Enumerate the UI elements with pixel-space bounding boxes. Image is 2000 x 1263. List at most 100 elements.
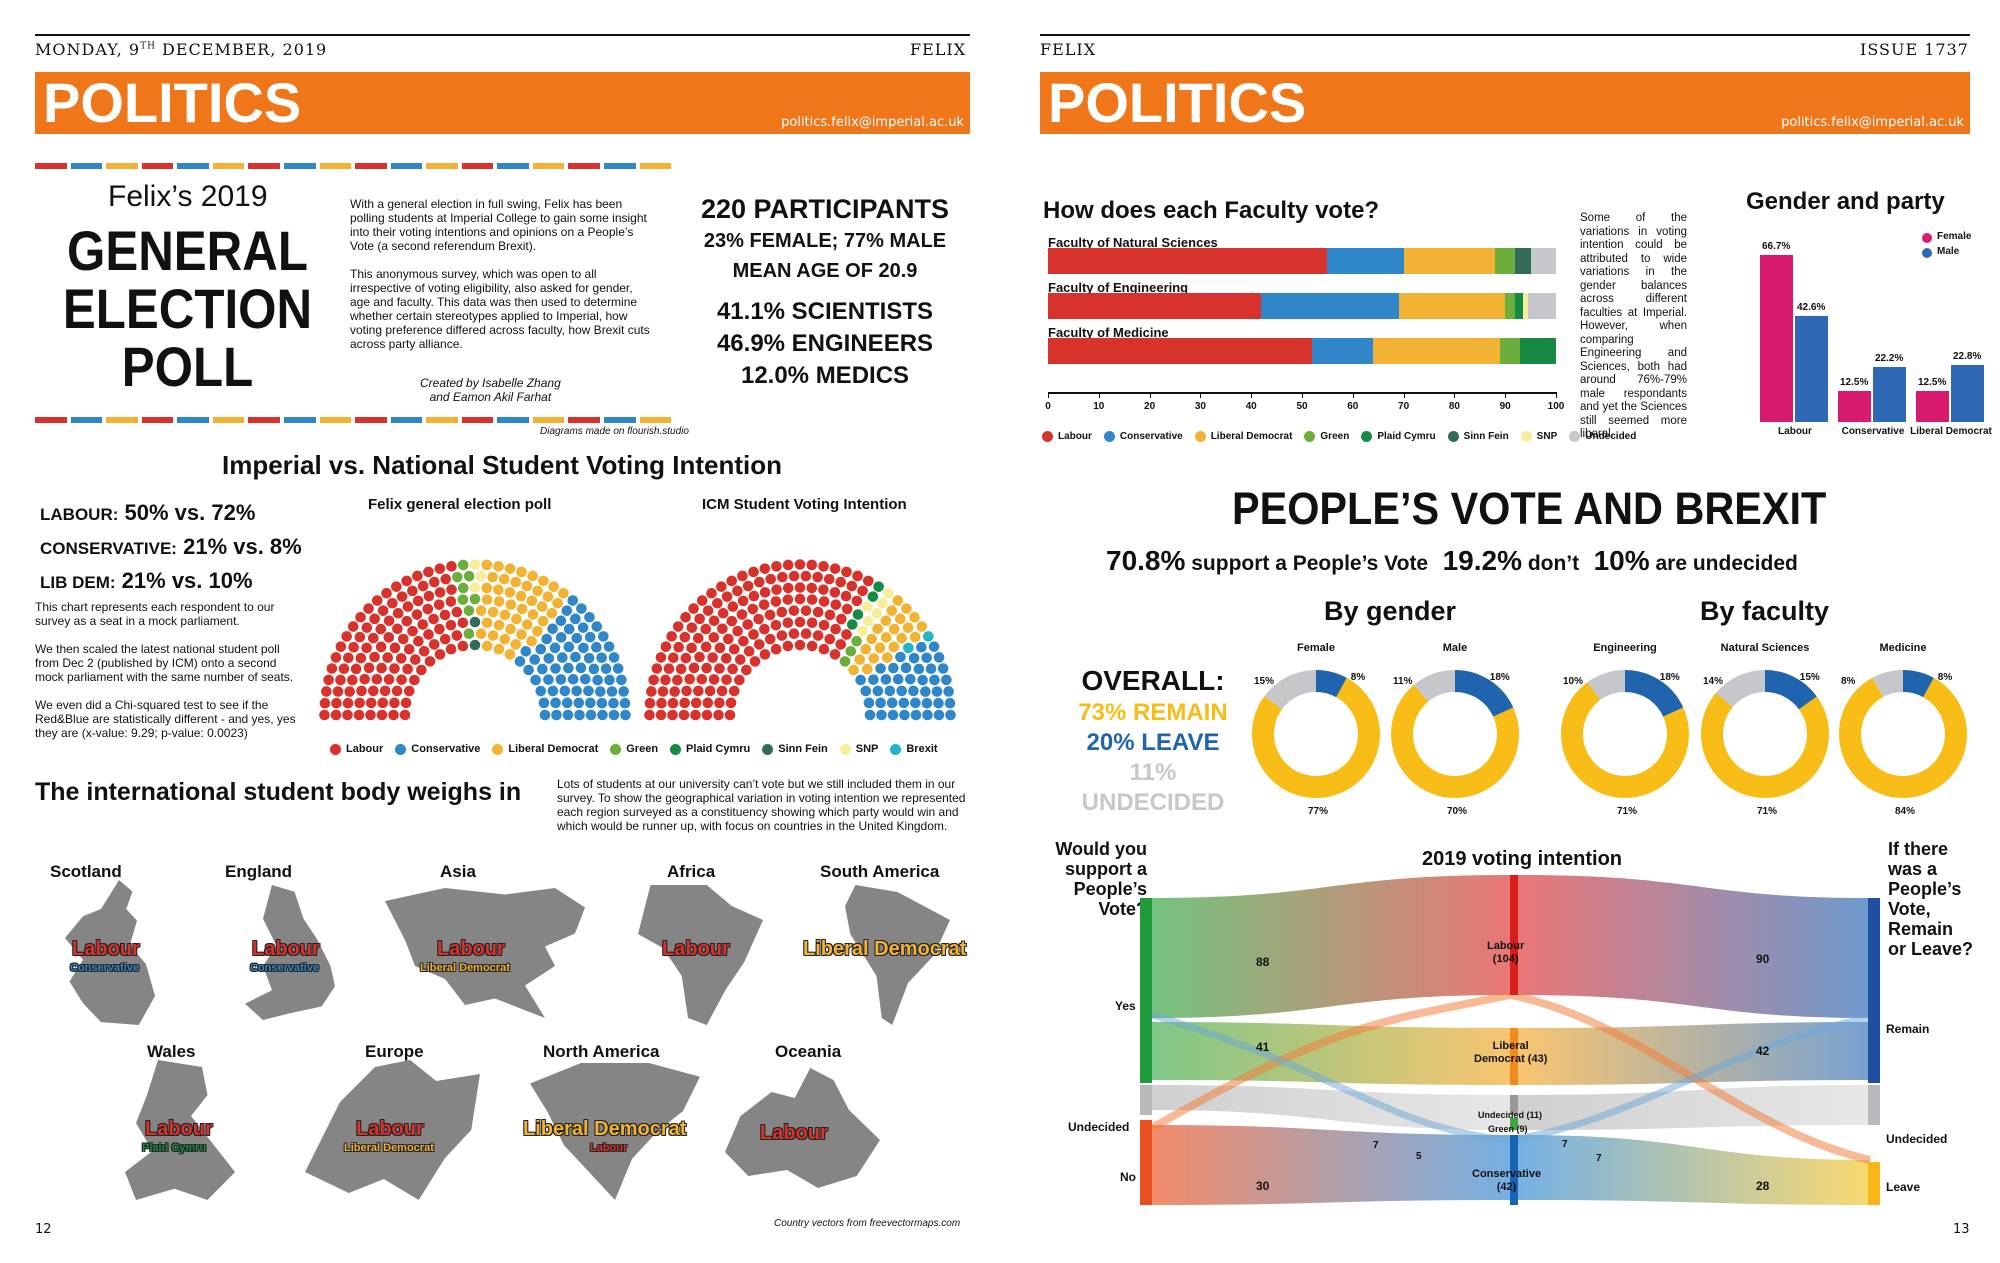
gender-bar-male	[1951, 365, 1984, 422]
seat-labour	[806, 594, 818, 605]
seat-labour	[354, 697, 365, 709]
seat-labour	[776, 606, 788, 618]
seat-conservative	[574, 709, 585, 721]
right-politics-banner: POLITICS politics.felix@imperial.ac.uk	[1040, 72, 1970, 134]
seat-conservative	[576, 603, 587, 614]
wales-runner-up: Plaid Cymru	[142, 1142, 207, 1154]
region-oceania-name: Oceania	[775, 1042, 842, 1061]
seat-labour	[678, 709, 690, 721]
left-running-head-date: MONDAY, 9TH DECEMBER, 2019	[35, 40, 328, 59]
seat-conservative	[557, 652, 568, 663]
stripe-segment	[141, 163, 174, 169]
undecided-text: are undecided	[1649, 552, 1798, 575]
seat-labour	[836, 613, 847, 625]
seat-labour	[782, 559, 794, 571]
seat-conservative	[925, 663, 937, 674]
stripe-segment	[497, 163, 529, 169]
stripe-segment	[70, 417, 103, 423]
seat-labour	[344, 686, 355, 697]
seat-labour	[694, 613, 705, 625]
legend-label: Undecided	[1585, 431, 1637, 442]
seat-conservative	[606, 686, 618, 697]
seat-labour	[412, 570, 423, 582]
stripe-segment	[141, 417, 174, 423]
seat-labour	[359, 673, 370, 685]
legend-dot	[670, 743, 682, 755]
bar-segment-green	[1505, 293, 1516, 319]
seat-labour	[413, 635, 424, 647]
flow-undecided-right	[1518, 1085, 1870, 1130]
seat-labour	[704, 685, 716, 697]
seat-labour	[326, 663, 338, 674]
seat-labour	[338, 663, 350, 674]
seat-liberal-democrat	[537, 615, 549, 627]
seat-labour	[686, 622, 698, 633]
left-top-rule	[35, 34, 970, 36]
donut-pct-label: 14%	[1703, 676, 1724, 687]
seat-labour	[675, 663, 687, 675]
legend-label: Green	[626, 743, 659, 755]
seat-snp	[861, 601, 873, 612]
seat-conservative	[931, 686, 943, 697]
seat-conservative	[899, 709, 910, 721]
banner-email[interactable]: politics.felix@imperial.ac.uk	[781, 115, 964, 130]
seat-labour	[663, 663, 675, 674]
europe-runner-up: Liberal Democrat	[344, 1142, 434, 1154]
seat-labour	[365, 709, 376, 721]
donut-slice-undecided	[1391, 670, 1519, 798]
seat-labour	[688, 662, 700, 674]
node-undecided-mid	[1510, 1095, 1518, 1115]
seat-labour	[717, 623, 728, 635]
seat-conservative	[937, 663, 949, 674]
headline-line-1: GENERAL	[67, 219, 308, 282]
wales-winner: Labour	[145, 1118, 213, 1140]
seat-conservative	[585, 697, 596, 709]
seat-liberal-democrat	[546, 607, 558, 619]
seat-labour	[365, 697, 377, 709]
seat-labour	[342, 697, 354, 709]
seat-liberal-democrat	[487, 630, 499, 641]
stripe-segment	[390, 417, 423, 423]
region-england-name: England	[225, 862, 293, 881]
seat-labour	[824, 609, 836, 621]
seat-labour	[330, 709, 342, 721]
seat-labour	[726, 575, 737, 587]
x-tick	[1454, 392, 1456, 398]
x-tick-label: 40	[1245, 401, 1257, 412]
seat-labour	[451, 630, 463, 641]
gender-bar-female	[1760, 255, 1793, 422]
seat-labour	[714, 642, 726, 654]
intro-paragraph-1: With a general election in full swing, F…	[350, 197, 647, 253]
byline-1: Created by Isabelle Zhang	[420, 376, 561, 390]
banner-email[interactable]: politics.felix@imperial.ac.uk	[1781, 115, 1964, 130]
seat-liberal-democrat	[868, 653, 880, 664]
legend-label: Liberal Democrat	[508, 743, 599, 755]
seat-labour	[434, 623, 445, 635]
seat-labour	[673, 641, 684, 653]
seat-labour	[433, 599, 445, 610]
seat-liberal-democrat	[888, 623, 900, 635]
donut-pct-label: 77%	[1308, 806, 1329, 817]
seat-conservative	[855, 674, 866, 686]
seat-labour	[418, 645, 430, 657]
node-conservative	[1510, 1135, 1518, 1205]
banner-title: POLITICS	[43, 71, 302, 134]
parliament-legend: Labour Conservative Liberal Democrat Green P…	[318, 743, 938, 755]
sankey-value-7b: 7	[1562, 1139, 1568, 1150]
stripe-segment	[497, 417, 529, 423]
right-top-rule	[1040, 34, 1970, 36]
legend-dot	[1194, 431, 1206, 442]
x-tick-label: 90	[1499, 401, 1511, 412]
legend-label: Plaid Cymru	[1377, 431, 1436, 442]
legend-dot	[330, 743, 341, 755]
seat-labour	[806, 582, 818, 594]
seat-labour	[708, 674, 720, 685]
seat-liberal-democrat	[481, 582, 493, 594]
seat-conservative	[595, 686, 606, 697]
sankey-node-no: No	[1120, 1170, 1136, 1184]
seat-liberal-democrat	[511, 613, 522, 625]
seat-labour	[445, 619, 457, 631]
seat-labour	[713, 709, 724, 721]
seat-liberal-democrat	[475, 605, 487, 616]
gender-bar-female	[1916, 390, 1949, 422]
